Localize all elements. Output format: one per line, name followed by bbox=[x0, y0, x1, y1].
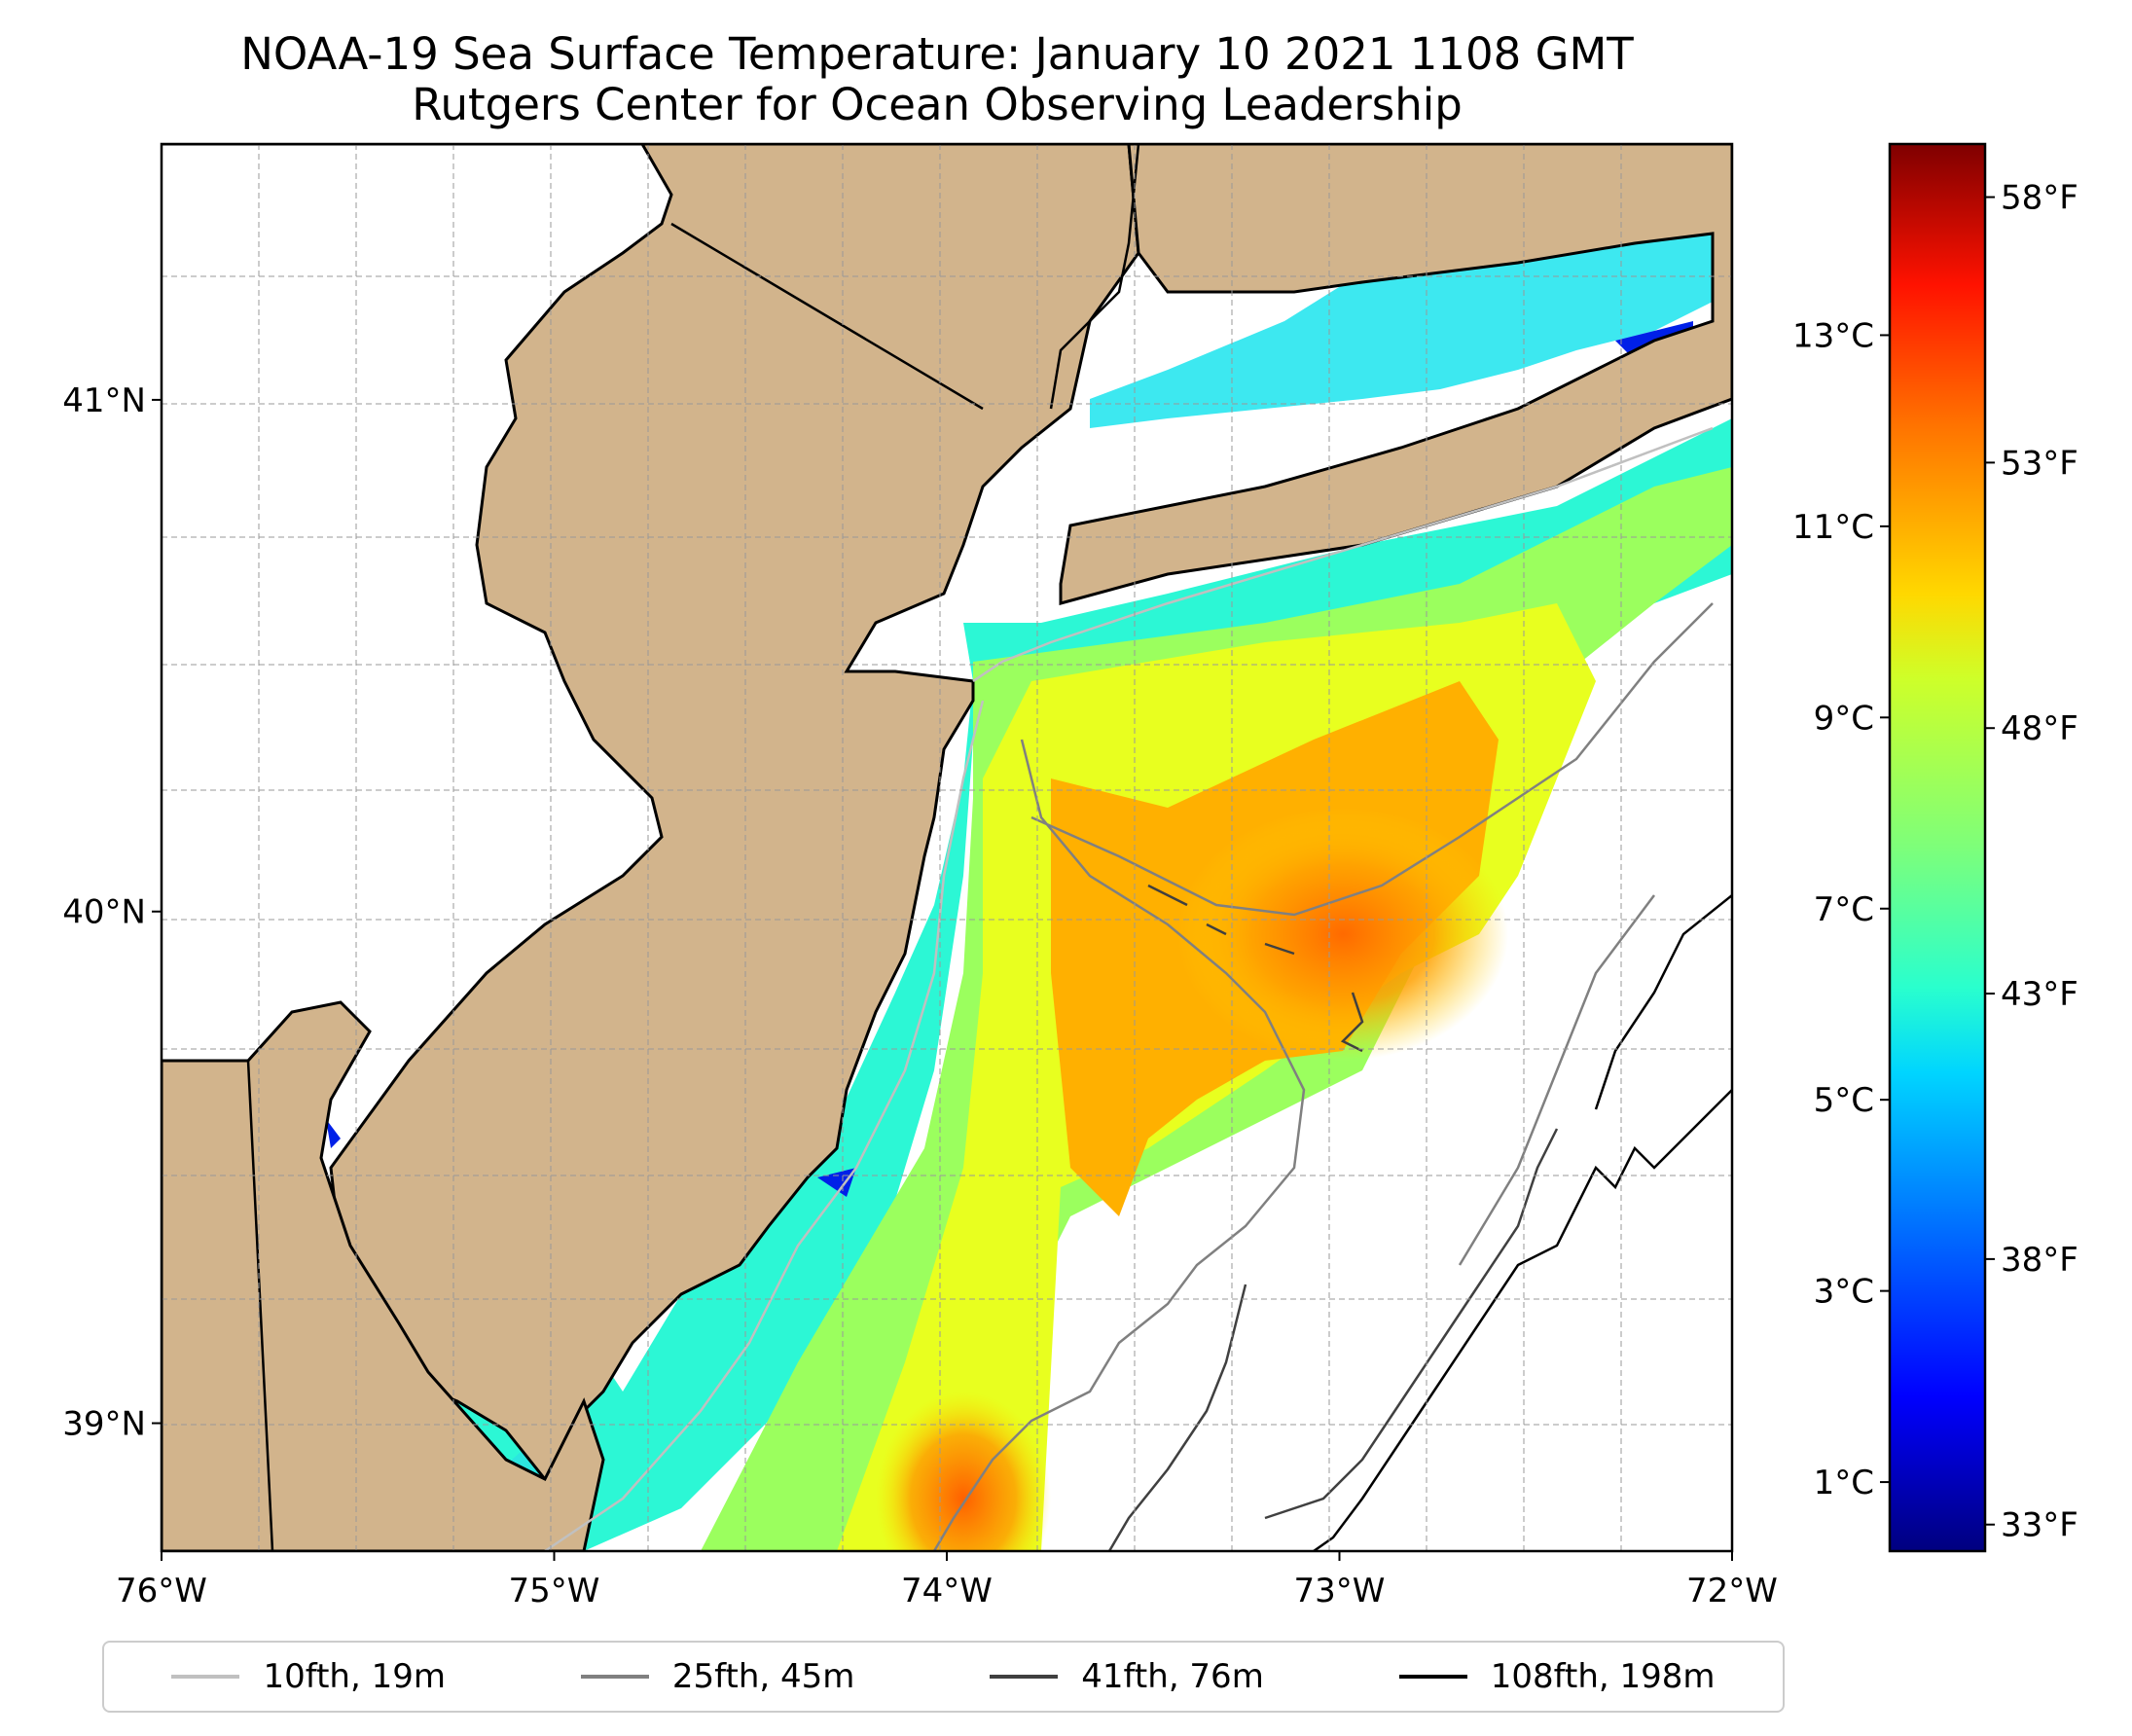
x-tick-label: 72°W bbox=[1686, 1572, 1778, 1610]
contour-41fth bbox=[1107, 884, 1559, 1551]
legend-item: 25fth, 45m bbox=[580, 1657, 855, 1696]
fahrenheit-tick-label: 48°F bbox=[2001, 709, 2078, 748]
celsius-tick-label: 3°C bbox=[1814, 1273, 1874, 1312]
celsius-tick-label: 5°C bbox=[1814, 1081, 1874, 1120]
celsius-tick-label: 9°C bbox=[1814, 699, 1874, 738]
colorbar-fahrenheit-axis: 33°F 38°F 43°F 48°F 53°F 58°F bbox=[1985, 179, 2078, 1545]
y-tick-label: 39°N bbox=[62, 1405, 146, 1444]
map-subtitle: Rutgers Center for Ocean Observing Leade… bbox=[412, 79, 1463, 130]
sst-long-island-sound bbox=[1090, 224, 1713, 428]
colorbar: 1°C 3°C 5°C 7°C 9°C 11°C 13°C 33°F 38°F 43°F 48°F… bbox=[1792, 142, 2078, 1553]
land bbox=[162, 144, 1732, 1551]
legend-line-swatch bbox=[1398, 1675, 1467, 1679]
celsius-tick-label: 13°C bbox=[1792, 316, 1874, 355]
map-title: NOAA-19 Sea Surface Temperature: January… bbox=[240, 28, 1634, 80]
celsius-tick-label: 1°C bbox=[1814, 1464, 1874, 1502]
map-body bbox=[162, 144, 1732, 1551]
land-long-island bbox=[1059, 144, 1732, 605]
y-axis: 39°N 40°N 41°N bbox=[62, 381, 162, 1444]
legend-label: 25fth, 45m bbox=[671, 1657, 855, 1696]
x-tick-label: 75°W bbox=[509, 1572, 600, 1610]
x-tick-label: 74°W bbox=[901, 1572, 993, 1610]
x-axis: 76°W 75°W 74°W 73°W 72°W bbox=[116, 1551, 1778, 1610]
x-tick-label: 73°W bbox=[1294, 1572, 1386, 1610]
colorbar-celsius-axis: 1°C 3°C 5°C 7°C 9°C 11°C 13°C bbox=[1792, 316, 1890, 1502]
legend-item: 41fth, 76m bbox=[990, 1657, 1264, 1696]
land-delmarva bbox=[162, 1000, 605, 1551]
state-border-pa-nj-ny bbox=[162, 144, 1140, 1551]
y-tick-label: 40°N bbox=[62, 893, 146, 932]
bathymetry-legend: 10fth, 19m 25fth, 45m 41fth, 76m 108fth,… bbox=[102, 1641, 1785, 1713]
y-tick-label: 41°N bbox=[62, 381, 146, 420]
colorbar-ramp bbox=[1888, 142, 1987, 1553]
contour-108fth bbox=[1313, 894, 1732, 1551]
contour-10fth bbox=[544, 426, 1714, 1551]
celsius-tick-label: 7°C bbox=[1814, 890, 1874, 929]
gridlines bbox=[162, 144, 1732, 1551]
legend-line-swatch bbox=[990, 1675, 1059, 1679]
legend-label: 10fth, 19m bbox=[263, 1657, 446, 1696]
fahrenheit-tick-label: 58°F bbox=[2001, 179, 2078, 218]
legend-item: 10fth, 19m bbox=[171, 1657, 446, 1696]
x-tick-label: 76°W bbox=[116, 1572, 207, 1610]
sst-warm-south bbox=[876, 1392, 1051, 1551]
legend-line-swatch bbox=[580, 1675, 649, 1679]
celsius-tick-label: 11°C bbox=[1792, 508, 1874, 547]
fahrenheit-tick-label: 53°F bbox=[2001, 444, 2078, 483]
fahrenheit-tick-label: 33°F bbox=[2001, 1506, 2078, 1545]
bathymetry-contours bbox=[544, 426, 1732, 1551]
sst-warm-core bbox=[1177, 808, 1508, 1061]
legend-item: 108fth, 198m bbox=[1398, 1657, 1716, 1696]
contour-25fth bbox=[932, 602, 1714, 1551]
legend-line-swatch bbox=[171, 1675, 240, 1679]
legend-label: 108fth, 198m bbox=[1490, 1657, 1716, 1696]
legend-label: 41fth, 76m bbox=[1081, 1657, 1264, 1696]
fahrenheit-tick-label: 38°F bbox=[2001, 1241, 2078, 1280]
fahrenheit-tick-label: 43°F bbox=[2001, 975, 2078, 1014]
